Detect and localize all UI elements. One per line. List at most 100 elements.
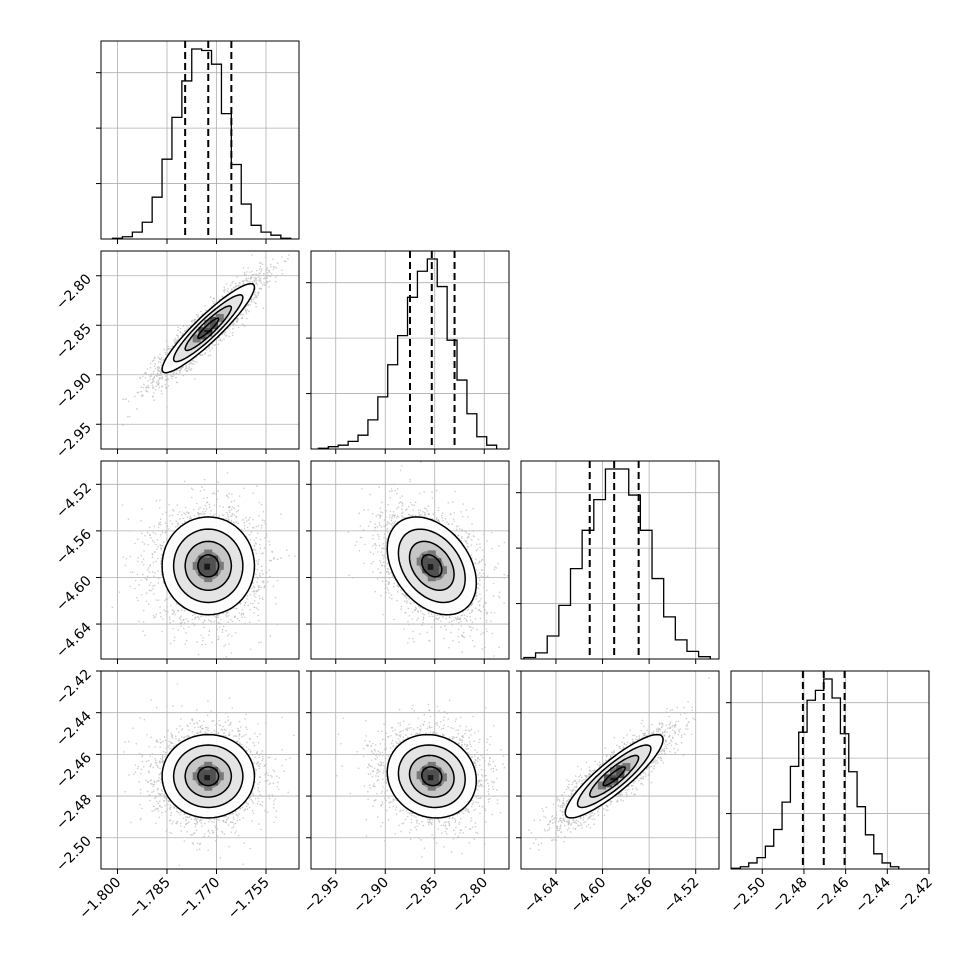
scatter-point bbox=[191, 614, 194, 617]
scatter-point bbox=[245, 517, 247, 519]
scatter-point bbox=[149, 366, 152, 369]
scatter-point bbox=[275, 267, 278, 269]
scatter-point bbox=[154, 615, 157, 618]
scatter-point bbox=[156, 372, 159, 375]
histogram-step-line bbox=[317, 258, 498, 449]
scatter-point bbox=[198, 618, 201, 620]
contour-line bbox=[161, 282, 256, 374]
scatter-point bbox=[176, 609, 179, 612]
scatter-point bbox=[237, 318, 239, 320]
scatter-point bbox=[154, 388, 157, 391]
scatter-point bbox=[245, 310, 247, 313]
scatter-point bbox=[142, 573, 144, 576]
scatter-point bbox=[118, 591, 121, 593]
scatter-point bbox=[161, 376, 163, 379]
scatter-point bbox=[246, 526, 249, 529]
scatter-point bbox=[142, 609, 145, 612]
scatter-point bbox=[191, 319, 194, 322]
scatter-point bbox=[176, 369, 179, 371]
scatter-point bbox=[188, 364, 191, 366]
scatter-point bbox=[255, 302, 257, 305]
scatter-point bbox=[159, 533, 162, 536]
scatter-point bbox=[198, 316, 200, 319]
scatter-point bbox=[276, 623, 279, 626]
scatter-point bbox=[251, 298, 253, 301]
scatter-point bbox=[218, 626, 221, 629]
scatter-point bbox=[204, 643, 207, 646]
scatter-point bbox=[207, 354, 210, 357]
scatter-point bbox=[233, 607, 235, 609]
scatter-point bbox=[165, 375, 167, 377]
scatter-point bbox=[165, 598, 167, 601]
scatter-point bbox=[230, 515, 232, 518]
scatter-point bbox=[254, 596, 257, 598]
scatter-point bbox=[247, 280, 249, 283]
scatter-point bbox=[246, 317, 248, 320]
scatter-point bbox=[232, 286, 235, 289]
scatter-point bbox=[260, 524, 263, 527]
scatter-point bbox=[226, 472, 229, 474]
scatter-point bbox=[136, 560, 139, 562]
scatter-point bbox=[176, 339, 179, 341]
scatter-point bbox=[265, 282, 268, 285]
scatter-point bbox=[243, 522, 246, 524]
scatter-point bbox=[161, 378, 163, 380]
scatter-point bbox=[264, 522, 267, 525]
scatter-point bbox=[151, 380, 154, 383]
scatter-point bbox=[237, 284, 240, 287]
scatter-point bbox=[248, 522, 251, 525]
scatter-point bbox=[164, 610, 167, 613]
scatter-point bbox=[257, 291, 260, 294]
scatter-point bbox=[218, 638, 220, 640]
scatter-point bbox=[201, 354, 204, 356]
scatter-point bbox=[128, 415, 131, 418]
scatter-point bbox=[152, 379, 154, 381]
scatter-point bbox=[216, 498, 218, 500]
scatter-point bbox=[257, 608, 260, 611]
scatter-point bbox=[157, 356, 159, 359]
scatter-point bbox=[200, 512, 202, 515]
scatter-point bbox=[196, 315, 199, 318]
scatter-point bbox=[259, 543, 261, 546]
scatter-point bbox=[249, 648, 252, 651]
scatter-point bbox=[155, 613, 158, 616]
scatter-point bbox=[140, 594, 143, 596]
scatter-point bbox=[212, 514, 215, 517]
scatter-point bbox=[175, 334, 178, 337]
scatter-point bbox=[179, 327, 182, 330]
scatter-point bbox=[191, 496, 193, 499]
scatter-point bbox=[287, 243, 289, 245]
scatter-point bbox=[125, 557, 128, 560]
scatter-point bbox=[148, 584, 151, 586]
scatter-point bbox=[254, 291, 256, 294]
scatter-point bbox=[159, 353, 161, 356]
scatter-point bbox=[263, 273, 265, 275]
scatter-point bbox=[136, 538, 139, 540]
scatter-point bbox=[245, 312, 248, 315]
scatter-point bbox=[198, 513, 201, 515]
scatter-point bbox=[142, 394, 144, 397]
scatter-point bbox=[142, 386, 145, 389]
scatter-point bbox=[259, 277, 262, 280]
scatter-point bbox=[218, 515, 221, 517]
scatter-point bbox=[226, 513, 229, 516]
scatter-point bbox=[269, 635, 272, 637]
scatter-point bbox=[196, 512, 199, 514]
scatter-point bbox=[161, 529, 164, 532]
scatter-point bbox=[159, 371, 162, 374]
scatter-point bbox=[228, 492, 230, 495]
scatter-point bbox=[166, 598, 169, 600]
scatter-point bbox=[197, 508, 200, 510]
scatter-point bbox=[184, 513, 187, 516]
scatter-point bbox=[256, 577, 259, 580]
scatter-point bbox=[157, 526, 160, 529]
scatter-point bbox=[271, 551, 274, 553]
scatter-point bbox=[156, 538, 159, 541]
scatter-point bbox=[150, 373, 153, 375]
scatter-point bbox=[239, 285, 241, 287]
scatter-point bbox=[168, 616, 171, 619]
scatter-point bbox=[209, 296, 212, 299]
scatter-point bbox=[204, 505, 207, 507]
scatter-point bbox=[149, 362, 152, 365]
scatter-point bbox=[239, 314, 242, 316]
